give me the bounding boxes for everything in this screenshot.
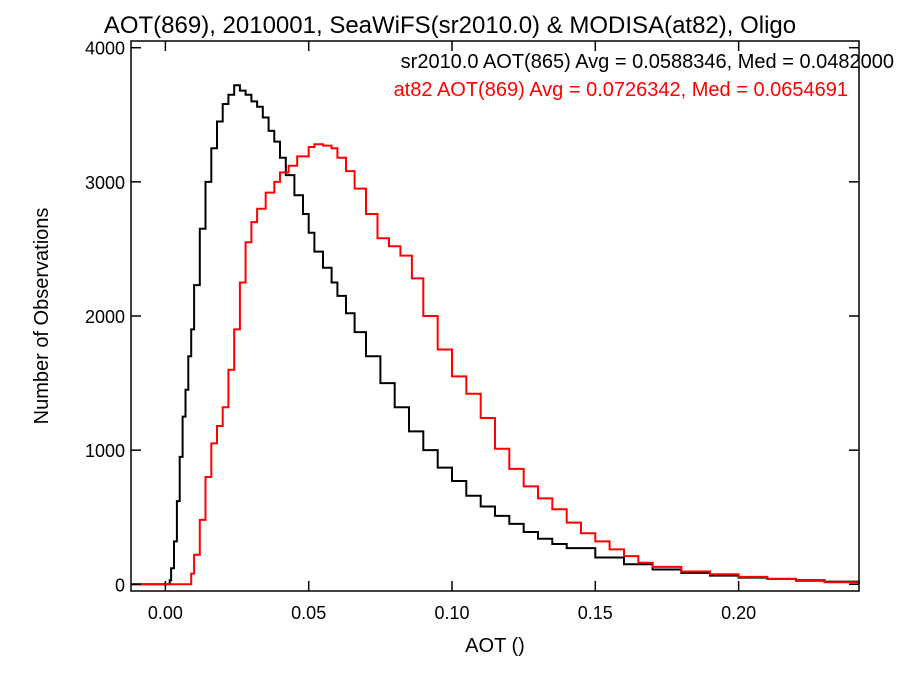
x-tick-label: 0.00 <box>148 603 183 623</box>
series-layer <box>131 84 860 586</box>
legend-entry-black: sr2010.0 AOT(865) Avg = 0.0588346, Med =… <box>401 51 894 73</box>
y-tick-label: 0 <box>115 575 125 595</box>
x-axis-ticks: 0.00 0.05 0.10 0.15 0.20 <box>148 41 756 623</box>
series-line-red <box>131 143 860 586</box>
y-axis-ticks: 0 1000 2000 3000 4000 <box>85 39 859 595</box>
chart-title: AOT(869), 2010001, SeaWiFS(sr2010.0) & M… <box>104 12 796 39</box>
y-tick-label: 3000 <box>85 173 125 193</box>
x-tick-label: 0.20 <box>721 603 756 623</box>
y-tick-label: 2000 <box>85 307 125 327</box>
x-tick-label: 0.10 <box>434 603 469 623</box>
legend-entry-red: at82 AOT(869) Avg = 0.0726342, Med = 0.0… <box>394 79 848 101</box>
x-tick-label: 0.15 <box>578 603 613 623</box>
series-line-black <box>131 84 860 586</box>
y-tick-label: 1000 <box>85 441 125 461</box>
y-tick-label: 4000 <box>85 39 125 59</box>
x-tick-label: 0.05 <box>291 603 326 623</box>
x-axis-label: AOT () <box>465 635 525 657</box>
y-axis-label: Number of Observations <box>31 208 53 425</box>
